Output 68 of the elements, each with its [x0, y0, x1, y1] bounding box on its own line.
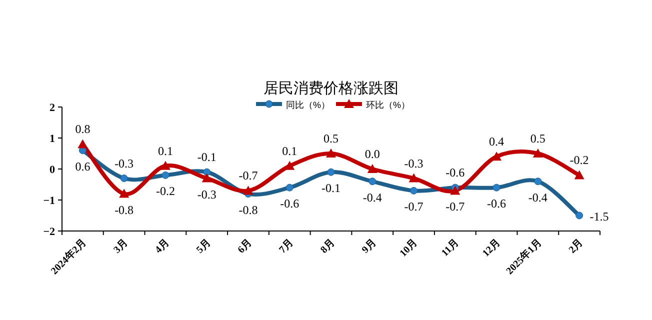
point: [243, 186, 254, 195]
data-label: -0.6: [446, 166, 465, 180]
point: [162, 171, 170, 179]
point: [450, 186, 460, 195]
point: [284, 160, 295, 170]
point: [78, 139, 88, 148]
y-tick-label: 2: [50, 102, 56, 114]
legend-label: 环比（%）: [366, 100, 410, 110]
x-tick-label: 4月: [153, 237, 172, 256]
point: [119, 188, 130, 198]
point: [574, 170, 584, 180]
data-label: -0.8: [238, 202, 258, 217]
point: [408, 173, 419, 182]
data-label: 0.4: [489, 134, 504, 149]
data-label: -0.3: [404, 156, 424, 170]
data-label: -0.2: [570, 153, 589, 168]
x-tick-label: 6月: [236, 237, 254, 256]
x-tick-label: 9月: [360, 237, 379, 256]
data-label: 0.5: [324, 132, 338, 146]
data-label: -0.1: [322, 181, 340, 196]
x-tick-label: 12月: [480, 237, 503, 260]
x-tick-label: 8月: [318, 237, 338, 256]
data-label: -0.3: [197, 187, 216, 202]
x-tick-label: 10月: [398, 237, 420, 260]
data-label: -0.1: [197, 150, 216, 164]
point: [492, 152, 502, 161]
y-tick-label: 1: [50, 133, 55, 145]
point: [202, 173, 212, 182]
data-label: -0.3: [114, 156, 134, 170]
x-tick-label: 3月: [112, 237, 130, 256]
point: [327, 168, 335, 176]
data-label: 0.1: [282, 144, 298, 158]
data-label: -0.7: [238, 168, 258, 183]
point: [492, 184, 500, 192]
point: [203, 168, 211, 176]
data-label: 0.1: [158, 144, 173, 158]
data-label: 0.6: [75, 159, 90, 174]
point: [368, 178, 376, 186]
point: [532, 148, 543, 158]
x-tick-label: 5月: [194, 237, 213, 256]
point: [410, 186, 418, 194]
x-tick-label: 7月: [277, 237, 296, 256]
chart-title: 居民消费价格涨跌图: [264, 80, 398, 97]
point: [286, 184, 294, 192]
data-label: -1.5: [590, 210, 609, 224]
x-tick-label: 2月: [567, 237, 586, 256]
data-label: 0.5: [530, 132, 546, 146]
point: [534, 178, 542, 186]
point: [326, 148, 336, 158]
data-label: -0.6: [280, 196, 300, 211]
data-label: -0.7: [446, 200, 465, 214]
data-label: -0.4: [362, 190, 382, 204]
point: [576, 212, 584, 220]
y-tick-label: −1: [43, 195, 55, 207]
legend-label: 同比（%）: [286, 100, 330, 110]
x-tick-label: 11月: [440, 237, 462, 259]
point: [367, 164, 378, 173]
point: [160, 160, 170, 170]
y-tick-label: −2: [43, 226, 56, 238]
data-label: -0.2: [156, 184, 175, 198]
data-label: 0.8: [75, 122, 90, 136]
point: [120, 174, 128, 182]
data-label: -0.6: [487, 196, 506, 211]
data-label: -0.4: [528, 190, 548, 204]
data-label: 0.0: [364, 147, 380, 161]
data-label: -0.7: [404, 200, 424, 214]
y-tick-label: 0: [50, 164, 56, 176]
data-label: -0.8: [114, 202, 134, 217]
